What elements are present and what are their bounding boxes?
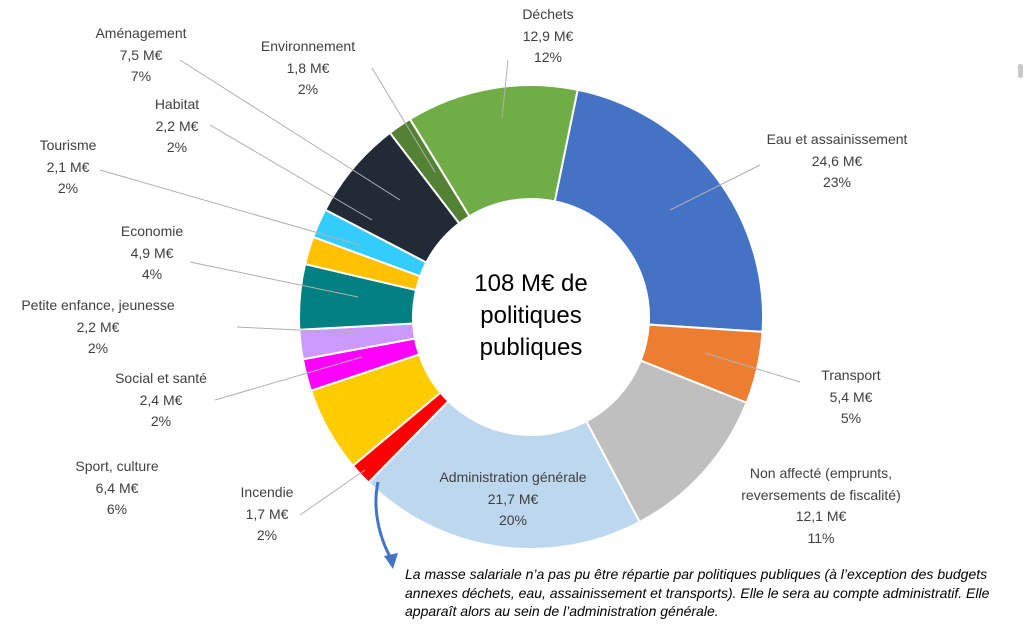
data-label: Sport, culture 6,4 M€ 6% bbox=[75, 456, 158, 521]
data-label-line: Aménagement bbox=[95, 25, 187, 41]
data-label-line: 2,2 M€ bbox=[76, 318, 120, 335]
center-label-line: politiques bbox=[480, 302, 582, 329]
data-label-line: 1,7 M€ bbox=[245, 505, 289, 522]
data-label-line: Tourisme bbox=[39, 137, 97, 153]
data-label-line: Incendie bbox=[240, 484, 294, 500]
annotation-arrow bbox=[374, 481, 394, 561]
data-label: Tourisme 2,1 M€ 2% bbox=[40, 135, 97, 200]
data-label-line: Social et santé bbox=[115, 370, 207, 386]
data-label-line: 5,4 M€ bbox=[829, 388, 873, 405]
data-label-line: 2,1 M€ bbox=[46, 158, 90, 175]
data-label: Habitat 2,2 M€ 2% bbox=[155, 94, 199, 159]
data-label-line: 5% bbox=[840, 410, 862, 426]
data-label-line: 2% bbox=[256, 527, 278, 543]
data-label-line: 2% bbox=[57, 180, 79, 196]
data-label-line: 23% bbox=[822, 174, 852, 190]
center-label-line: 108 M€ de bbox=[474, 270, 588, 297]
leader-line bbox=[209, 124, 373, 221]
center-label-line: publiques bbox=[479, 334, 583, 361]
data-label: Transport 5,4 M€ 5% bbox=[821, 365, 880, 430]
scrollbar-thumb[interactable] bbox=[1018, 64, 1023, 78]
data-label: Administration générale 21,7 M€ 20% bbox=[439, 467, 586, 532]
donut-slice bbox=[553, 88, 764, 333]
data-label-line: 12,9 M€ bbox=[522, 27, 574, 44]
data-label-line: 12% bbox=[533, 49, 563, 65]
data-label: Déchets 12,9 M€ 12% bbox=[522, 4, 573, 69]
data-label-line: 2% bbox=[166, 139, 188, 155]
data-label-line: Transport bbox=[821, 367, 881, 383]
data-label: Non affecté (emprunts, reversements de fi… bbox=[741, 463, 901, 549]
data-label-line: Sport, culture bbox=[75, 458, 159, 474]
data-label-line: Habitat bbox=[154, 96, 200, 112]
leader-line bbox=[214, 356, 363, 401]
leader-line bbox=[501, 59, 509, 119]
leader-line bbox=[179, 59, 401, 201]
data-label-line: 12,1 M€ bbox=[795, 508, 847, 524]
data-label-line: 21,7 M€ bbox=[487, 490, 539, 507]
data-label: Environnement 1,8 M€ 2% bbox=[261, 36, 355, 101]
data-label-line: Economie bbox=[120, 223, 184, 239]
data-label-line: 2% bbox=[87, 340, 109, 356]
data-label: Eau et assainissement 24,6 M€ 23% bbox=[767, 129, 908, 194]
data-label-line: 1,8 M€ bbox=[286, 59, 330, 76]
data-label-line: 6% bbox=[106, 501, 128, 517]
data-label-line: Petite enfance, jeunesse bbox=[21, 297, 175, 313]
data-label-line: Environnement bbox=[260, 38, 356, 54]
data-label-line: 6,4 M€ bbox=[95, 479, 139, 496]
data-label-line: Non affecté (emprunts, bbox=[749, 465, 893, 481]
leader-line bbox=[704, 352, 801, 383]
footnote: La masse salariale n’a pas pu être répar… bbox=[405, 566, 990, 619]
center-label: 108 M€ de politiques publiques bbox=[474, 268, 587, 364]
data-label: Aménagement 7,5 M€ 7% bbox=[95, 23, 186, 88]
data-label-line: Déchets bbox=[522, 6, 574, 22]
donut-slice bbox=[367, 399, 642, 550]
data-label: Petite enfance, jeunesse 2,2 M€ 2% bbox=[21, 295, 174, 360]
arrow-head-icon bbox=[384, 553, 398, 569]
data-label-line: 2% bbox=[150, 413, 172, 429]
data-label-line: Eau et assainissement bbox=[766, 131, 908, 147]
leader-line bbox=[236, 326, 361, 334]
data-label-line: 7% bbox=[130, 68, 152, 84]
donut-slice bbox=[408, 84, 579, 218]
leader-line bbox=[99, 169, 361, 246]
data-label-line: 2% bbox=[297, 81, 319, 97]
data-label: Economie 4,9 M€ 4% bbox=[121, 221, 183, 286]
data-label-line: 4% bbox=[141, 266, 163, 282]
data-label: Incendie 1,7 M€ 2% bbox=[241, 482, 294, 547]
leader-line bbox=[299, 469, 366, 516]
data-label-line: 7,5 M€ bbox=[119, 46, 163, 63]
data-label-line: 24,6 M€ bbox=[811, 152, 863, 169]
data-label: Social et santé 2,4 M€ 2% bbox=[115, 368, 207, 433]
data-label-line: 4,9 M€ bbox=[130, 244, 174, 261]
data-label-line: 11% bbox=[807, 529, 835, 546]
leader-line bbox=[669, 164, 761, 211]
leader-line bbox=[371, 67, 436, 173]
leader-line bbox=[189, 261, 359, 298]
data-label-line: 2,4 M€ bbox=[139, 391, 183, 408]
data-label-line: 2,2 M€ bbox=[155, 117, 199, 134]
data-label-line: Administration générale bbox=[439, 469, 587, 485]
data-label-line: 20% bbox=[498, 512, 528, 528]
data-label-line: reversements de fiscalité) bbox=[741, 486, 901, 503]
